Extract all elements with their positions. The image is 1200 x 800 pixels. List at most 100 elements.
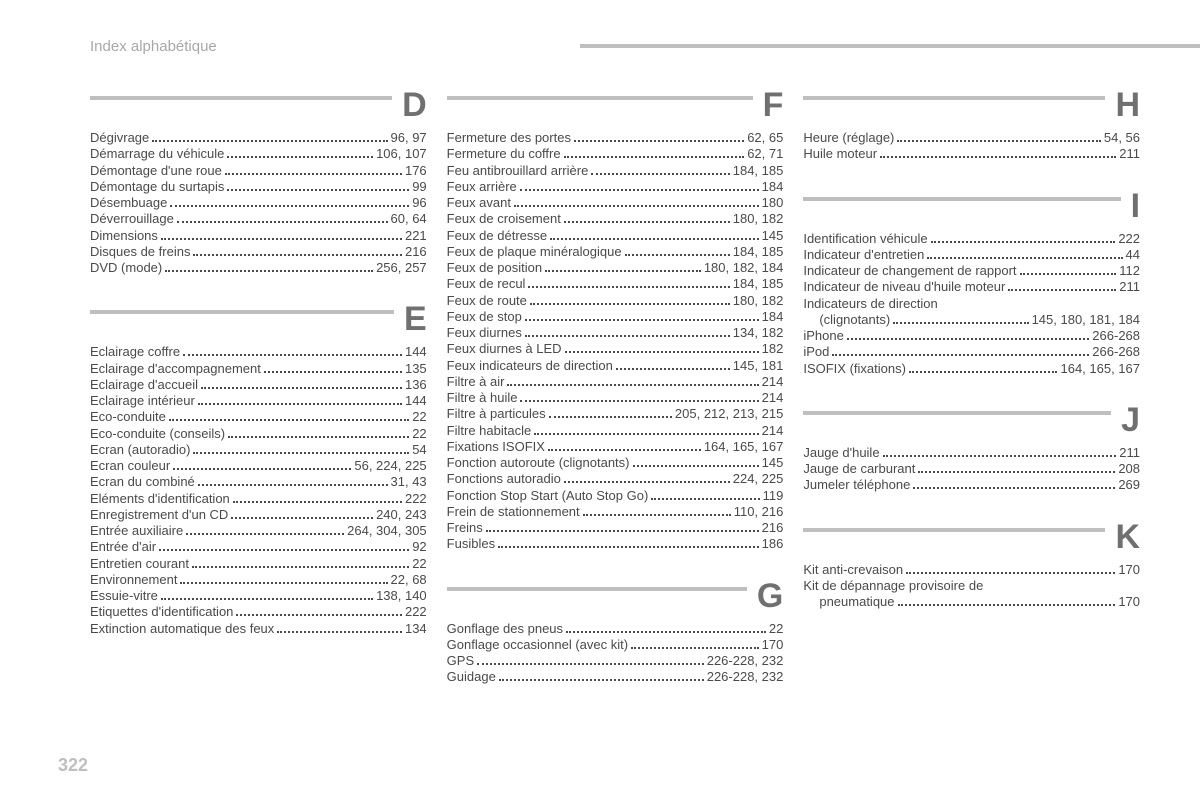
index-entry: Kit de dépannage provisoire de [803,578,1140,594]
index-entry: Indicateur d'entretien44 [803,247,1140,263]
entry-leader [177,221,388,223]
entry-label: Eclairage coffre [90,344,180,360]
index-entry: Filtre à particules205, 212, 213, 215 [447,406,784,422]
index-section: GGonflage des pneus22Gonflage occasionne… [447,581,784,686]
entry-leader [906,572,1115,574]
entry-label: Feux diurnes à LED [447,341,562,357]
index-entry: Feux de croisement180, 182 [447,211,784,227]
index-entry: iPhone266-268 [803,328,1140,344]
index-section: EEclairage coffre144Eclairage d'accompag… [90,304,427,637]
entry-pages: 256, 257 [376,260,427,276]
entry-label: Essuie-vitre [90,588,158,604]
entry-pages: 184, 185 [733,244,784,260]
entry-pages: 22 [412,556,426,572]
index-entry: Filtre habitacle214 [447,423,784,439]
entry-label: Feux de recul [447,276,526,292]
section-rule [90,310,427,314]
entry-pages: 96 [412,195,426,211]
entry-label: Etiquettes d'identification [90,604,233,620]
section-header: I [803,191,1140,227]
index-entry: Fermeture du coffre62, 71 [447,146,784,162]
entry-leader [520,400,758,402]
entry-leader [545,270,701,272]
entry-label: Entretien courant [90,556,189,572]
entry-leader [583,514,731,516]
entry-leader [625,254,730,256]
entry-leader [170,205,409,207]
index-section: JJauge d'huile211Jauge de carburant208Ju… [803,405,1140,494]
section-rule [447,587,784,591]
entry-leader [201,387,402,389]
index-entry: DVD (mode)256, 257 [90,260,427,276]
entry-leader [832,354,1089,356]
entry-leader [898,604,1116,606]
entry-label: Démarrage du véhicule [90,146,224,162]
entry-leader [227,189,409,191]
index-entry: Feux arrière184 [447,179,784,195]
entry-pages: 31, 43 [391,474,427,490]
index-entry: Jauge de carburant208 [803,461,1140,477]
entry-pages: 62, 71 [747,146,783,162]
entry-pages: 134 [405,621,427,637]
entry-label: Fonctions autoradio [447,471,561,487]
index-entry: Feux de route180, 182 [447,293,784,309]
entry-pages: 106, 107 [376,146,427,162]
entry-leader [548,449,701,451]
index-entry: Entrée d'air 92 [90,539,427,555]
entry-pages: 92 [412,539,426,555]
entry-leader [161,238,402,240]
entry-label: Déverrouillage [90,211,174,227]
index-entry: Extinction automatique des feux134 [90,621,427,637]
index-entry: Eco-conduite (conseils) 22 [90,426,427,442]
entry-pages: 184 [762,179,784,195]
entry-pages: 54, 56 [1104,130,1140,146]
entry-pages: 222 [405,491,427,507]
entry-pages: 136 [405,377,427,393]
index-entry: Enregistrement d'un CD240, 243 [90,507,427,523]
entry-label: Dégivrage [90,130,149,146]
index-entry: Fonctions autoradio224, 225 [447,471,784,487]
section-letter: G [747,577,783,616]
entry-pages: 44 [1126,247,1140,263]
entry-pages: 216 [762,520,784,536]
section-header: F [447,90,784,126]
entry-pages: 22 [412,426,426,442]
entry-label: Indicateur de changement de rapport [803,263,1016,279]
entry-label: Filtre à huile [447,390,518,406]
index-entry: (clignotants)145, 180, 181, 184 [803,312,1140,328]
entry-leader [514,205,759,207]
entry-leader [180,582,387,584]
header-rule [580,44,1200,48]
section-letter: D [392,86,427,125]
entry-leader [651,498,759,500]
entry-label: Gonflage des pneus [447,621,563,637]
entry-pages: 135 [405,361,427,377]
index-entry: Gonflage des pneus 22 [447,621,784,637]
entry-label: Freins [447,520,483,536]
entry-leader [169,419,409,421]
entry-label: Heure (réglage) [803,130,894,146]
index-entry: Indicateurs de direction [803,296,1140,312]
index-entry: Feux de plaque minéralogique184, 185 [447,244,784,260]
entry-pages: 22 [769,621,783,637]
index-entry: pneumatique170 [803,594,1140,610]
entry-label: Fusibles [447,536,495,552]
index-entry: Indicateur de changement de rapport 112 [803,263,1140,279]
entry-label: Identification véhicule [803,231,927,247]
entry-label: Entrée d'air [90,539,156,555]
index-entry: Feux avant180 [447,195,784,211]
index-entry: Filtre à huile214 [447,390,784,406]
entry-pages: 145, 180, 181, 184 [1032,312,1140,328]
entry-pages: 134, 182 [733,325,784,341]
index-entry: Eco-conduite22 [90,409,427,425]
entry-leader [931,241,1116,243]
entry-pages: 112 [1119,263,1140,279]
entry-pages: 99 [412,179,426,195]
entry-label: Eclairage intérieur [90,393,195,409]
entry-label: Jauge d'huile [803,445,879,461]
entry-label: Eco-conduite (conseils) [90,426,225,442]
entry-leader [264,371,402,373]
entry-pages: 214 [762,374,784,390]
entry-pages: 60, 64 [391,211,427,227]
entry-leader [847,338,1089,340]
